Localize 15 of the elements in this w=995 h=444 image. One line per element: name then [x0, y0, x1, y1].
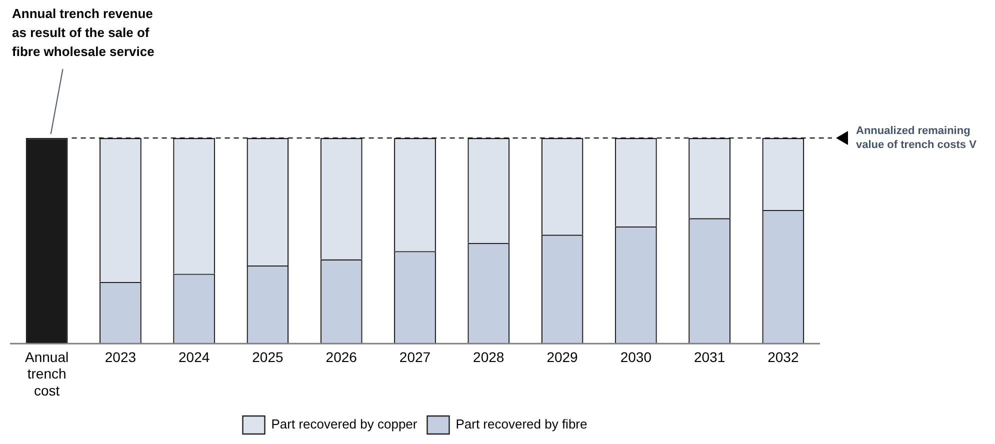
x-tick-label: Annual trench cost: [25, 348, 69, 398]
x-tick-label: 2024: [178, 348, 210, 365]
annotation: Annual trench revenue as result of the sale of fibre wholesale service: [12, 6, 154, 60]
x-tick-label: 2031: [694, 348, 726, 365]
x-tick-label: 2027: [399, 348, 431, 365]
x-tick-label: 2028: [473, 348, 504, 365]
x-tick-label: 2029: [546, 348, 578, 365]
x-tick-label: 2023: [104, 348, 136, 365]
legend-label: Part recovered by copper: [271, 416, 418, 432]
x-tick-label: 2030: [620, 348, 652, 365]
x-tick-label: 2032: [768, 348, 799, 365]
legend-label: Part recovered by fibre: [456, 416, 588, 432]
x-tick-label: 2025: [252, 348, 284, 365]
ref-line-label: Annualized remaining value of trench costs V: [856, 125, 978, 152]
x-tick-label: 2026: [326, 348, 358, 365]
